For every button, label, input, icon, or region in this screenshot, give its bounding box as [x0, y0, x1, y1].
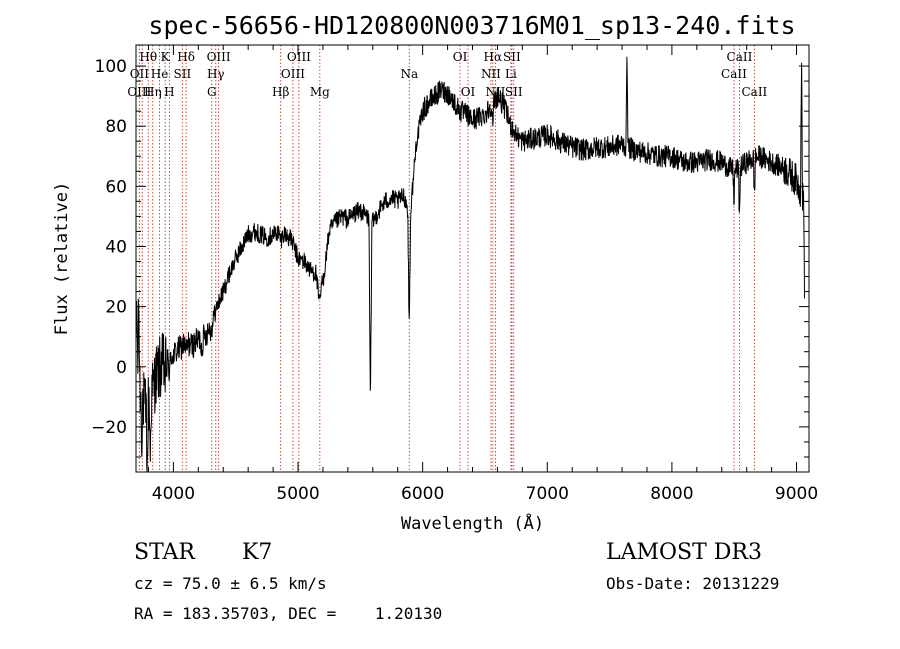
- spectral-line-label: Mg: [310, 85, 330, 99]
- x-tick-label: 4000: [152, 484, 195, 504]
- y-tick-label: −20: [91, 418, 127, 438]
- x-tick-label: 7000: [526, 484, 569, 504]
- y-tick-label: 20: [105, 298, 127, 318]
- object-subclass: K7: [242, 540, 273, 565]
- chart-title: spec-56656-HD120800N003716M01_sp13-240.f…: [148, 11, 795, 40]
- spectral-line-label: OI: [461, 85, 476, 99]
- y-tick-label: 40: [105, 237, 127, 257]
- y-axis-label: Flux (relative): [52, 182, 72, 336]
- spectral-line-label: Hη: [144, 85, 162, 99]
- spectral-line-label: Na: [400, 67, 418, 81]
- spectral-line-label: H: [164, 85, 174, 99]
- spectral-line-label: Hα: [484, 50, 503, 64]
- survey-name: LAMOST DR3: [606, 540, 762, 565]
- spectral-line-label: OIII: [207, 50, 231, 64]
- spectral-line-label: OIII: [281, 67, 305, 81]
- x-axis-label: Wavelength (Å): [401, 512, 544, 534]
- spectral-line-label: OIII: [127, 85, 151, 99]
- spectral-line-label: Hδ: [177, 50, 195, 64]
- spectral-line-label: CaII: [727, 50, 753, 64]
- observation-date: Obs-Date: 20131229: [606, 574, 780, 593]
- redshift-velocity: cz = 75.0 ± 6.5 km/s: [134, 574, 327, 593]
- spectral-line-label: SII: [503, 50, 521, 64]
- flux-series-line: [135, 56, 805, 473]
- spectral-line-label: CaII: [721, 67, 747, 81]
- x-tick-label: 6000: [401, 484, 444, 504]
- spectral-line-label: SII: [505, 85, 523, 99]
- spectral-line-label: K: [161, 50, 171, 64]
- y-tick-label: 100: [95, 57, 127, 77]
- x-tick-label: 8000: [650, 484, 693, 504]
- spectral-line-label: SII: [174, 67, 192, 81]
- spectral-line-label: NII: [481, 67, 501, 81]
- y-tick-label: 0: [116, 358, 127, 378]
- spectral-line-label: G: [207, 85, 217, 99]
- spectral-line-label: Hγ: [207, 67, 225, 81]
- object-class: STAR: [134, 540, 195, 565]
- spectral-line-markers: [138, 45, 755, 472]
- spectral-line-label: Hθ: [139, 50, 157, 64]
- spectral-line-label: He: [151, 67, 169, 81]
- x-tick-label: 5000: [276, 484, 319, 504]
- spectral-line-label: Hβ: [272, 85, 289, 99]
- x-tick-label: 9000: [775, 484, 818, 504]
- spectral-line-label: OII: [130, 67, 150, 81]
- ra-dec-coordinates: RA = 183.35703, DEC = 1.20130: [134, 604, 443, 623]
- spectral-line-label: Li: [505, 67, 517, 81]
- spectral-line-label: OI: [453, 50, 468, 64]
- spectral-line-label: OIII: [287, 50, 311, 64]
- axis-ticks: 4000 5000 6000 7000 8000 9000 −20 0 20 40 60 80 100: [91, 45, 818, 504]
- y-tick-label: 60: [105, 177, 127, 197]
- spectral-line-label: CaII: [741, 85, 767, 99]
- y-tick-label: 80: [105, 117, 127, 137]
